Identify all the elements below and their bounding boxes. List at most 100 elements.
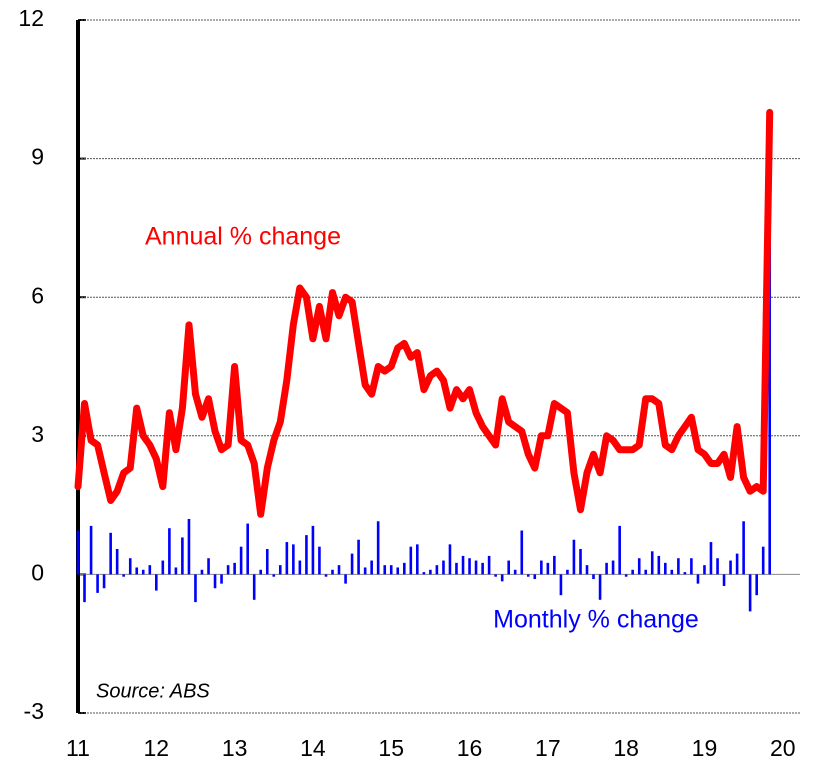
bar (435, 565, 439, 575)
bar (553, 555, 556, 575)
bar (540, 560, 543, 575)
bar (566, 569, 569, 575)
bar (239, 546, 243, 575)
bar (122, 574, 125, 577)
x-tick-label: 18 (613, 735, 639, 761)
bar (677, 558, 680, 575)
legend-label: Monthly % change (493, 606, 699, 634)
bar (148, 565, 152, 575)
bar (194, 574, 197, 603)
bar (585, 565, 589, 575)
bar (481, 562, 484, 575)
bar (703, 565, 706, 575)
bar (285, 542, 289, 575)
bar (579, 548, 582, 575)
bar (389, 565, 393, 575)
bar (637, 558, 641, 575)
bar (181, 537, 184, 575)
bar (363, 567, 367, 575)
bar (461, 555, 465, 575)
bar (96, 574, 99, 593)
bar (618, 525, 621, 575)
bar (83, 574, 86, 603)
bar (226, 565, 230, 575)
x-tick-label: 14 (300, 735, 326, 761)
bar (337, 565, 341, 575)
bar (155, 574, 158, 591)
x-tick-label: 16 (457, 735, 483, 761)
bar (233, 562, 236, 575)
y-tick-label: 6 (31, 282, 44, 308)
y-tick-label: 3 (31, 421, 44, 447)
bar (768, 181, 771, 575)
bar (690, 558, 693, 575)
bar (572, 539, 576, 575)
bar (722, 574, 726, 586)
bar (311, 525, 315, 575)
bar (631, 569, 634, 575)
bar (109, 532, 112, 575)
bar (292, 544, 295, 575)
bar (265, 548, 269, 575)
bar (135, 567, 139, 575)
bar (735, 553, 739, 575)
bar (696, 574, 700, 584)
x-tick-label: 13 (222, 735, 248, 761)
y-tick-label: 9 (31, 144, 44, 170)
bar (533, 574, 537, 580)
bar (383, 565, 387, 575)
bar (396, 567, 400, 575)
bar (520, 530, 524, 575)
bar (102, 574, 106, 589)
bar (748, 574, 752, 612)
bar (305, 535, 308, 575)
bar (709, 542, 713, 575)
bar (376, 521, 380, 575)
bar (272, 574, 276, 577)
bar (644, 569, 648, 575)
bar (187, 518, 191, 575)
bar (683, 572, 687, 575)
bar (220, 574, 223, 584)
bar (357, 539, 360, 575)
bar (494, 574, 497, 577)
y-tick-label: 0 (31, 559, 44, 585)
bar (89, 525, 93, 575)
bar (605, 562, 608, 575)
bar (468, 558, 471, 575)
bar (331, 569, 334, 575)
bar (761, 546, 765, 575)
legend-label: Annual % change (145, 223, 341, 251)
bar (487, 555, 491, 575)
bar (664, 562, 667, 575)
bar (474, 560, 478, 575)
bar (657, 555, 661, 575)
bar (742, 521, 745, 575)
bar (442, 560, 445, 575)
bar (318, 546, 321, 575)
bar (403, 562, 406, 575)
bar (526, 574, 530, 577)
bar (611, 560, 615, 575)
bar (278, 565, 282, 575)
bar (592, 574, 595, 580)
x-tick-label: 12 (144, 735, 170, 761)
bar (350, 553, 354, 575)
bar (422, 572, 426, 575)
bar (598, 574, 602, 600)
bar (624, 574, 628, 577)
bar (370, 560, 373, 575)
bar (507, 560, 510, 575)
bar (755, 574, 758, 596)
bar (298, 560, 302, 575)
bar (429, 569, 432, 575)
bar (729, 560, 732, 575)
bar (252, 574, 256, 600)
bar (128, 558, 132, 575)
bar (455, 562, 458, 575)
bar (259, 569, 262, 575)
x-tick-label: 19 (692, 735, 718, 761)
bar (115, 548, 119, 575)
bar (409, 546, 413, 575)
